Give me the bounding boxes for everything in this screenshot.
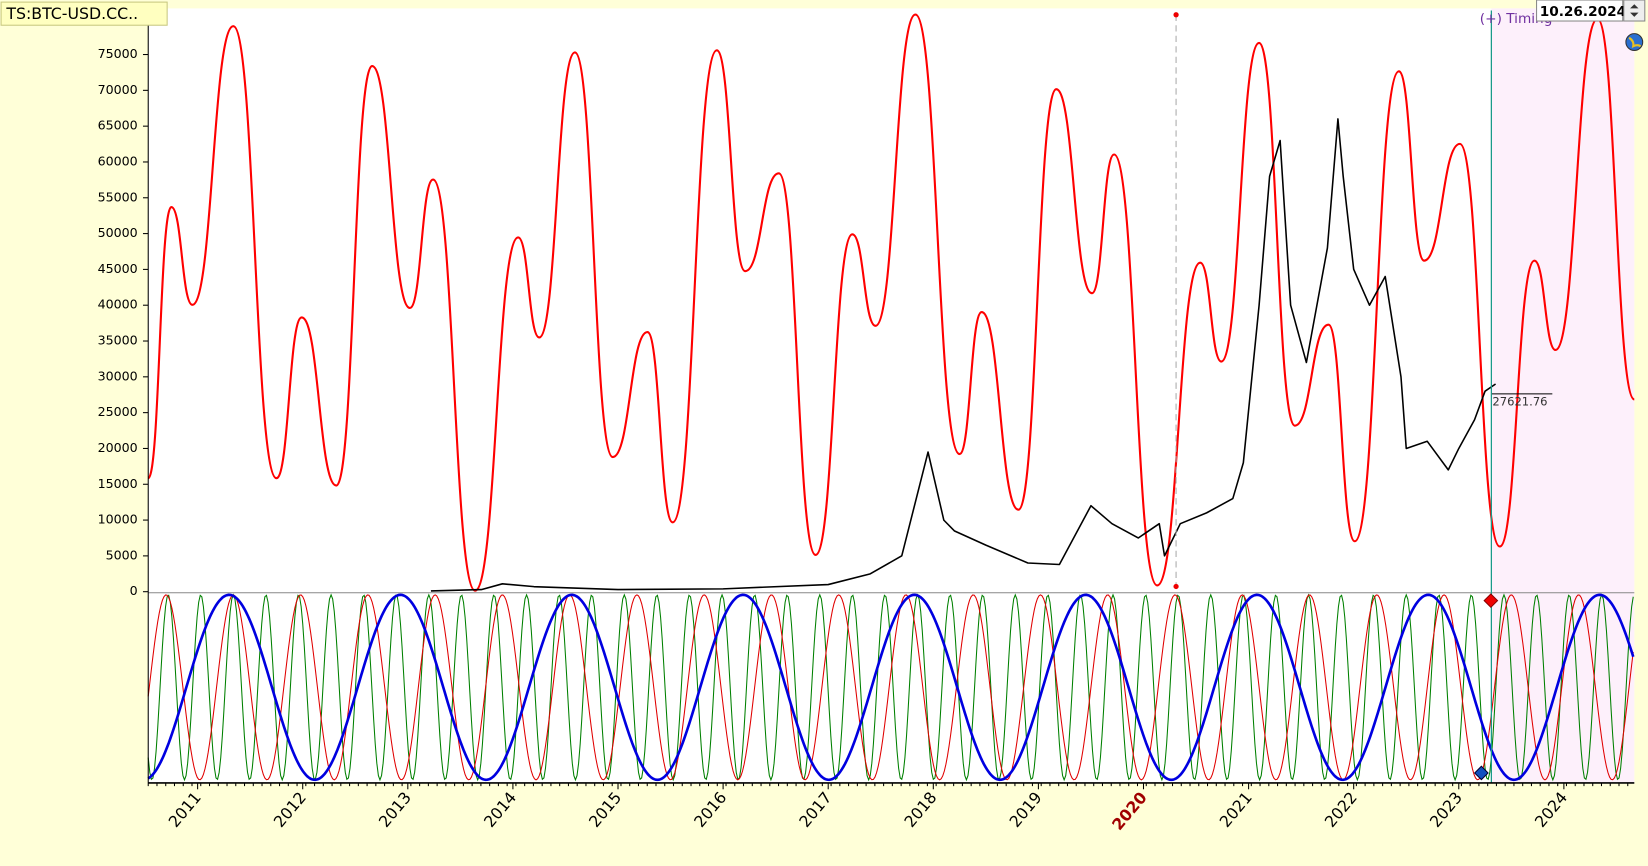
red-diamond bbox=[1483, 593, 1499, 609]
last-price-label: 27621.76 bbox=[1492, 394, 1547, 408]
y-tick-label: 20000 bbox=[98, 440, 138, 455]
y-tick-label: 35000 bbox=[98, 333, 138, 348]
y-tick-label: 40000 bbox=[98, 297, 138, 312]
y-tick-label: 75000 bbox=[98, 46, 138, 61]
y-tick-label: 45000 bbox=[98, 261, 138, 276]
spinner-arrows bbox=[1630, 4, 1639, 17]
cycle-wave bbox=[147, 594, 1634, 781]
symbol-box bbox=[0, 1, 168, 26]
y-tick-label: 15000 bbox=[98, 476, 138, 491]
date-box[interactable] bbox=[1536, 0, 1624, 22]
y-tick-label: 0 bbox=[130, 583, 138, 598]
cycle-wave bbox=[147, 593, 1635, 782]
price-panel: 0 5000 10000 15000 20000 25000 30000 35000 40000… bbox=[98, 10, 1636, 834]
symbol: TS:BTC-USD.CC.. bbox=[5, 4, 138, 23]
y-tick-label: 10000 bbox=[98, 512, 138, 527]
cursor-dot bbox=[1173, 12, 1179, 18]
y-tick-label: 50000 bbox=[98, 225, 138, 240]
series-line bbox=[147, 13, 1636, 592]
blue-diamond bbox=[1473, 765, 1489, 781]
y-tick-label: 60000 bbox=[98, 153, 138, 168]
y-tick-label: 65000 bbox=[98, 118, 138, 133]
y-tick-label: 70000 bbox=[98, 82, 138, 97]
globe-icon[interactable] bbox=[1625, 33, 1644, 51]
y-tick-label: 5000 bbox=[106, 547, 138, 562]
series-line bbox=[430, 118, 1497, 592]
spinner[interactable] bbox=[1623, 0, 1646, 22]
indicator-label: (+) Timing bbox=[1480, 11, 1553, 27]
cycle-panel bbox=[147, 593, 1635, 782]
globe-land bbox=[1628, 36, 1642, 49]
date-label: 10.26.2024 bbox=[1540, 4, 1626, 20]
y-tick-label: 55000 bbox=[98, 189, 138, 204]
cursor-dot bbox=[1173, 583, 1179, 590]
y-tick-label: 30000 bbox=[98, 368, 138, 383]
y-tick-label: 25000 bbox=[98, 404, 138, 419]
